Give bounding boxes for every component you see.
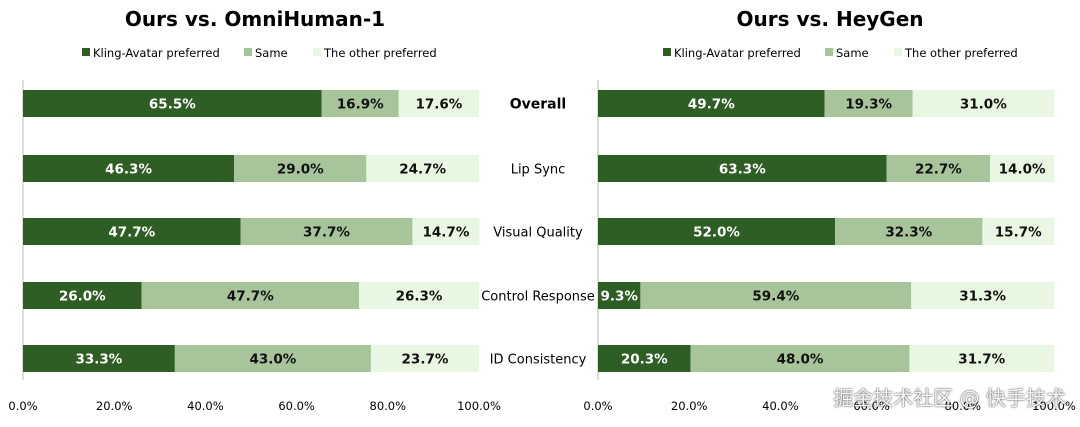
legend-swatch xyxy=(894,48,902,56)
x-tick-label: 80.0% xyxy=(370,399,407,413)
x-tick-label: 80.0% xyxy=(945,399,982,413)
bar-segment xyxy=(982,218,1054,245)
bar-segment xyxy=(598,90,825,117)
data-label: 48.0% xyxy=(777,352,824,368)
bar-segment xyxy=(359,282,479,309)
x-tick-label: 100.0% xyxy=(457,399,501,413)
x-tick-label: 60.0% xyxy=(853,399,890,413)
x-tick-label: 40.0% xyxy=(187,399,224,413)
legend-swatch xyxy=(663,48,671,56)
data-label: 49.7% xyxy=(688,97,735,113)
bar-segment xyxy=(23,218,241,245)
bar-segment xyxy=(23,345,175,372)
data-label: 59.4% xyxy=(752,289,799,305)
bar-segment xyxy=(370,345,479,372)
data-label: 29.0% xyxy=(277,162,324,178)
chart-title: Ours vs. OmniHuman-1 xyxy=(125,7,385,31)
data-label: 46.3% xyxy=(105,162,152,178)
bar-segment xyxy=(886,155,991,182)
bar-segment xyxy=(174,345,371,372)
bar-segment xyxy=(23,282,142,309)
legend-label: Kling-Avatar preferred xyxy=(93,46,220,60)
bar-segment xyxy=(240,218,413,245)
bar-segment xyxy=(141,282,360,309)
legend-label: Same xyxy=(836,46,869,60)
data-label: 17.6% xyxy=(415,97,462,113)
x-tick-label: 100.0% xyxy=(1032,399,1076,413)
legend-swatch xyxy=(825,48,833,56)
x-tick-label: 20.0% xyxy=(671,399,708,413)
data-label: 63.3% xyxy=(719,162,766,178)
bar-segment xyxy=(911,282,1054,309)
data-label: 31.3% xyxy=(959,289,1006,305)
data-label: 14.0% xyxy=(999,162,1046,178)
data-label: 47.7% xyxy=(108,225,155,241)
data-label: 24.7% xyxy=(399,162,446,178)
data-label: 32.3% xyxy=(885,225,932,241)
bar-segment xyxy=(23,155,235,182)
legend-label: The other preferred xyxy=(323,46,437,60)
bar-segment xyxy=(598,218,836,245)
bar-segment xyxy=(366,155,479,182)
chart-title: Ours vs. HeyGen xyxy=(736,7,923,31)
legend-label: The other preferred xyxy=(904,46,1018,60)
bar-segment xyxy=(321,90,399,117)
legend-swatch xyxy=(313,48,321,56)
category-label: Control Response xyxy=(481,290,595,305)
bar-segment xyxy=(835,218,983,245)
data-label: 65.5% xyxy=(149,97,196,113)
data-label: 47.7% xyxy=(227,289,274,305)
x-tick-label: 60.0% xyxy=(278,399,315,413)
data-label: 19.3% xyxy=(845,97,892,113)
bar-segment xyxy=(912,90,1054,117)
x-tick-label: 0.0% xyxy=(8,399,37,413)
watermark: 掘金技术社区 @ 快手技术 xyxy=(833,386,1066,410)
category-label: Overall xyxy=(510,97,566,113)
data-label: 9.3% xyxy=(600,289,638,305)
category-label: Visual Quality xyxy=(493,226,583,241)
bar-segment xyxy=(598,345,691,372)
data-label: 23.7% xyxy=(402,352,449,368)
data-label: 26.3% xyxy=(396,289,443,305)
bar-segment xyxy=(234,155,367,182)
legend-label: Same xyxy=(255,46,288,60)
bar-segment xyxy=(824,90,913,117)
legend-label: Kling-Avatar preferred xyxy=(674,46,801,60)
bar-segment xyxy=(598,282,641,309)
data-label: 52.0% xyxy=(693,225,740,241)
data-label: 14.7% xyxy=(423,225,470,241)
data-label: 33.3% xyxy=(76,352,123,368)
bar-segment xyxy=(412,218,480,245)
data-label: 26.0% xyxy=(59,289,106,305)
data-label: 22.7% xyxy=(915,162,962,178)
bar-segment xyxy=(398,90,479,117)
x-tick-label: 0.0% xyxy=(583,399,612,413)
bar-segment xyxy=(990,155,1054,182)
data-label: 20.3% xyxy=(621,352,668,368)
data-label: 15.7% xyxy=(995,225,1042,241)
bar-segment xyxy=(23,90,322,117)
x-tick-label: 40.0% xyxy=(762,399,799,413)
data-label: 37.7% xyxy=(303,225,350,241)
legend-swatch xyxy=(82,48,90,56)
data-label: 31.0% xyxy=(960,97,1007,113)
bar-segment xyxy=(640,282,912,309)
data-label: 31.7% xyxy=(958,352,1005,368)
legend-swatch xyxy=(244,48,252,56)
category-label: ID Consistency xyxy=(490,353,587,368)
data-label: 43.0% xyxy=(249,352,296,368)
data-label: 16.9% xyxy=(337,97,384,113)
category-label: Lip Sync xyxy=(511,163,566,178)
bar-segment xyxy=(598,155,887,182)
x-tick-label: 20.0% xyxy=(96,399,133,413)
bar-segment xyxy=(690,345,910,372)
bar-segment xyxy=(909,345,1054,372)
